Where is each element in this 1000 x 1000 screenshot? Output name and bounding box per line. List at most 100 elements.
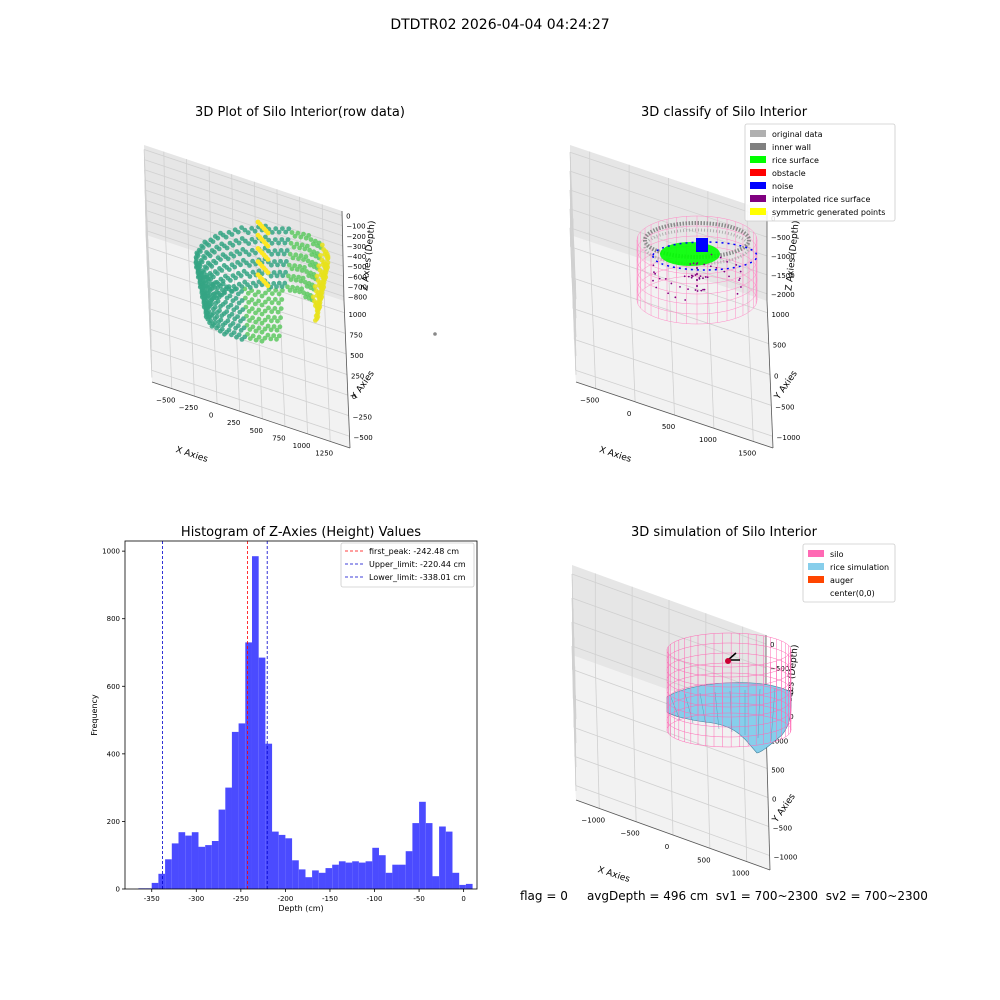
legend-label: silo	[830, 550, 844, 559]
data-point	[247, 318, 252, 323]
data-point	[272, 315, 277, 320]
data-point	[259, 293, 265, 299]
data-point	[319, 242, 325, 248]
data-point	[256, 289, 261, 295]
data-point	[199, 259, 205, 265]
figure-title: DTDTR02 2026-04-04 04:24:27	[390, 17, 610, 33]
data-point	[201, 284, 207, 289]
data-point	[219, 268, 225, 273]
histogram-bar	[399, 864, 406, 889]
y-tick-label: −500	[775, 403, 794, 411]
y-tick-label: 500	[350, 352, 363, 360]
data-point	[219, 313, 225, 318]
x-tick-label: 250	[227, 419, 240, 427]
histogram-bar	[298, 869, 306, 889]
data-point	[259, 329, 265, 335]
status-sv1: sv1 = 700~2300	[715, 889, 819, 903]
data-point	[266, 237, 272, 243]
data-point	[216, 281, 222, 287]
interpolated-point	[739, 270, 742, 273]
data-point	[253, 283, 259, 289]
data-point	[230, 242, 236, 248]
data-point	[212, 316, 218, 321]
grid-line	[573, 727, 769, 798]
data-point	[239, 225, 245, 231]
data-point	[272, 259, 277, 264]
data-point	[265, 314, 271, 320]
data-point	[273, 287, 279, 293]
histogram-bar	[258, 657, 266, 889]
interpolated-point	[653, 271, 655, 274]
chart-title-hist: Histogram of Z-Axies (Height) Values	[181, 525, 421, 540]
data-point	[250, 258, 256, 264]
x-tick-label: -250	[233, 895, 249, 903]
x-tick-label: 0	[665, 843, 669, 851]
histogram-bar	[452, 872, 460, 889]
data-point	[262, 317, 268, 323]
data-point	[276, 333, 282, 339]
data-point	[312, 284, 318, 289]
interpolated-point	[667, 292, 670, 295]
interpolated-point	[674, 296, 677, 299]
data-point	[203, 280, 209, 285]
data-point	[283, 269, 288, 275]
data-point	[256, 334, 262, 340]
interpolated-point	[690, 276, 693, 279]
histogram-bar	[365, 861, 373, 889]
interpolated-point	[694, 274, 697, 276]
x-tick-label: 500	[662, 423, 675, 431]
data-point	[303, 254, 309, 260]
data-point	[291, 274, 296, 279]
grid-line	[148, 308, 348, 375]
data-point	[209, 263, 215, 269]
data-point	[252, 301, 258, 307]
histogram-bar	[191, 832, 199, 889]
data-point	[197, 263, 203, 269]
interpolated-point	[655, 286, 658, 289]
data-point	[243, 238, 248, 244]
y-tick-label: 0	[772, 796, 776, 804]
interpolated-point	[696, 279, 698, 281]
data-point	[234, 334, 239, 340]
legend-swatch	[750, 195, 766, 202]
data-point	[195, 253, 201, 259]
grid-line	[569, 227, 577, 375]
data-point	[265, 243, 271, 249]
interpolated-point	[706, 276, 709, 279]
data-point	[286, 273, 291, 279]
legend-label: noise	[772, 182, 793, 191]
histogram-bar	[412, 823, 420, 889]
z-tick-label: 0	[770, 641, 774, 649]
data-point	[224, 295, 230, 301]
data-point	[276, 291, 282, 297]
data-point	[311, 249, 317, 255]
data-point	[272, 237, 278, 243]
data-point	[239, 284, 245, 289]
data-point	[272, 297, 278, 302]
classified-points	[636, 215, 758, 325]
interpolated-point	[679, 285, 681, 288]
data-point	[285, 237, 291, 243]
interpolated-point	[690, 274, 693, 277]
grid-line	[143, 149, 343, 216]
histogram-bar	[178, 832, 186, 889]
histogram-bar	[325, 868, 333, 889]
legend-label: Upper_limit: -220.44 cm	[369, 560, 466, 569]
status-flag: flag = 0	[520, 889, 568, 903]
data-point	[215, 235, 221, 241]
histogram-bar	[305, 877, 313, 889]
data-point	[263, 234, 268, 240]
data-point	[265, 332, 271, 338]
data-point	[204, 265, 210, 271]
data-point	[301, 290, 307, 296]
data-point	[222, 289, 227, 295]
data-point	[277, 324, 283, 330]
x-axis-label: X Axies	[596, 865, 631, 885]
data-point	[279, 237, 285, 242]
data-point	[232, 316, 238, 322]
data-point	[301, 231, 306, 237]
legend-frame	[340, 542, 475, 588]
data-point	[239, 337, 245, 342]
mesh-line	[699, 692, 707, 727]
x-tick-label: 500	[250, 427, 263, 435]
